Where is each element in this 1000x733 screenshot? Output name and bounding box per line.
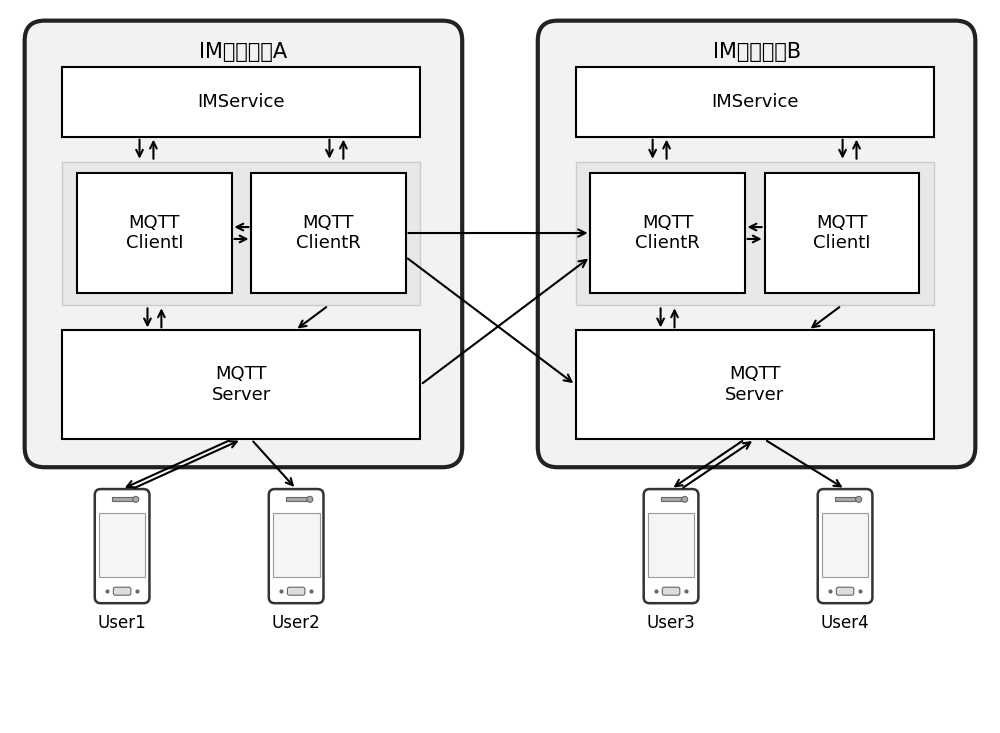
FancyBboxPatch shape	[662, 587, 680, 595]
Text: MQTT
ClientR: MQTT ClientR	[296, 213, 361, 252]
Circle shape	[133, 496, 139, 502]
FancyBboxPatch shape	[95, 489, 149, 603]
Bar	[62, 67, 420, 137]
Bar	[99, 513, 145, 577]
Bar	[576, 331, 934, 440]
Bar	[822, 513, 868, 577]
FancyBboxPatch shape	[269, 489, 323, 603]
Bar	[251, 174, 406, 292]
Text: IM接入网关A: IM接入网关A	[199, 43, 287, 62]
Text: MQTT
ClientI: MQTT ClientI	[126, 213, 183, 252]
Text: User3: User3	[647, 614, 695, 632]
Bar	[835, 497, 855, 501]
Bar	[62, 331, 420, 440]
Bar	[77, 174, 232, 292]
FancyBboxPatch shape	[113, 587, 131, 595]
Bar	[661, 497, 681, 501]
FancyBboxPatch shape	[25, 21, 462, 467]
Text: MQTT
ClientR: MQTT ClientR	[635, 213, 700, 252]
Text: MQTT
ClientI: MQTT ClientI	[813, 213, 870, 252]
FancyBboxPatch shape	[538, 21, 975, 467]
FancyBboxPatch shape	[287, 587, 305, 595]
FancyBboxPatch shape	[836, 587, 854, 595]
Circle shape	[682, 496, 688, 502]
Text: MQTT
Server: MQTT Server	[725, 366, 784, 405]
Bar	[648, 513, 694, 577]
Circle shape	[307, 496, 313, 502]
Text: IMService: IMService	[711, 93, 798, 111]
FancyBboxPatch shape	[818, 489, 872, 603]
Text: IMService: IMService	[198, 93, 285, 111]
Text: User2: User2	[272, 614, 321, 632]
Bar	[273, 513, 320, 577]
FancyBboxPatch shape	[644, 489, 698, 603]
Circle shape	[856, 496, 862, 502]
Bar	[62, 161, 420, 306]
Bar	[765, 174, 919, 292]
Bar	[286, 497, 307, 501]
Text: User4: User4	[821, 614, 869, 632]
Bar	[590, 174, 745, 292]
Text: MQTT
Server: MQTT Server	[212, 366, 271, 405]
Bar	[576, 161, 934, 306]
Text: IM接入网关B: IM接入网关B	[713, 43, 801, 62]
Bar	[576, 67, 934, 137]
Text: User1: User1	[98, 614, 146, 632]
Bar	[112, 497, 133, 501]
